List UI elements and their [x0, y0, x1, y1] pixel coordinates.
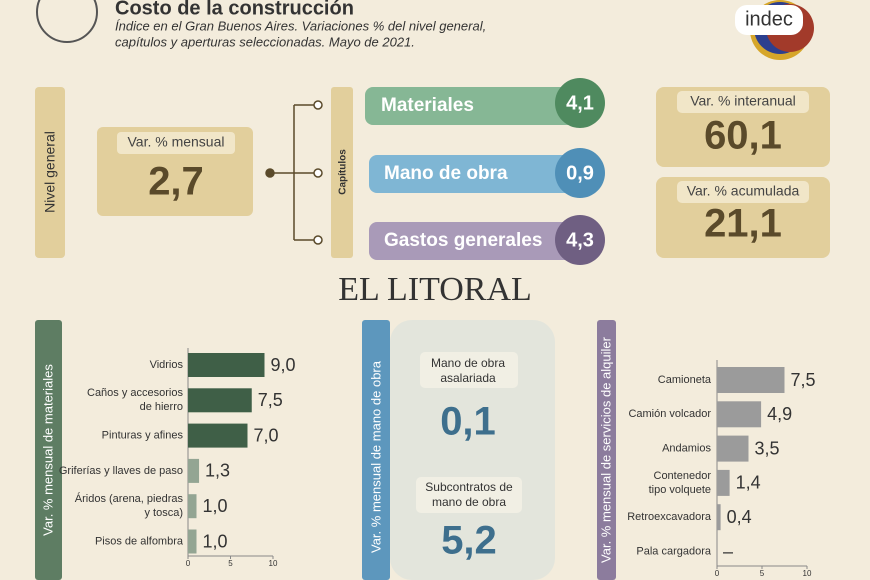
category-label: y tosca) [144, 507, 183, 519]
x-tick-label: 10 [269, 559, 278, 568]
chapter-value: 4,3 [566, 229, 594, 251]
value-label: 1,0 [203, 496, 228, 516]
item-value: 0,1 [440, 400, 496, 444]
strip [597, 320, 616, 580]
chapter-name: Gastos generales [384, 230, 542, 251]
box-value: 2,7 [148, 160, 204, 204]
chapter-name: Mano de obra [384, 163, 508, 184]
label-bg [420, 352, 518, 388]
bar [188, 388, 252, 413]
item-name: Mano de obra [431, 356, 505, 370]
item-name: asalariada [440, 371, 496, 385]
category-label: Camioneta [658, 374, 712, 386]
value-label: 0,4 [727, 507, 752, 527]
category-label: Pisos de alfombra [95, 535, 184, 547]
category-label: de hierro [140, 401, 183, 413]
value-label: 7,5 [791, 370, 816, 390]
connector [265, 100, 323, 245]
title: Costo de la construcción [115, 0, 354, 19]
category-label: Contenedor [654, 470, 712, 482]
value-label: – [723, 541, 733, 561]
strip-label: Nivel general [42, 131, 58, 213]
item-value: 5,2 [441, 519, 497, 563]
value-label: 1,3 [205, 461, 230, 481]
strip-label: Var. % mensual de servicios de alquiler [598, 336, 613, 563]
x-tick-label: 0 [715, 569, 720, 578]
bar [717, 401, 762, 428]
box-label: Var. % mensual [127, 134, 224, 150]
value-label: 9,0 [271, 355, 296, 375]
strip-label: Capítulos [338, 149, 349, 195]
strip [362, 320, 390, 580]
icon [36, 0, 98, 43]
category-label: Griferías y llaves de paso [59, 465, 183, 477]
logo: indec [735, 0, 814, 60]
item-name: Subcontratos de [425, 480, 513, 494]
subtitle: Índice en el Gran Buenos Aires. Variacio… [115, 18, 486, 33]
category-label: Camión volcador [628, 408, 711, 420]
box-value: 21,1 [704, 202, 782, 246]
watermark: EL LITORAL [338, 271, 532, 308]
value-label: 4,9 [767, 404, 792, 424]
category-label: Pala cargadora [636, 545, 711, 557]
x-tick-label: 0 [186, 559, 191, 568]
label-bg [416, 477, 522, 513]
bar [188, 494, 197, 519]
bar [717, 504, 721, 531]
logo-text: indec [745, 8, 793, 30]
bar [188, 423, 248, 448]
value-label: 3,5 [755, 438, 780, 458]
x-tick-label: 5 [228, 559, 233, 568]
box-label-bg [677, 91, 809, 113]
category-label: tipo volquete [649, 484, 711, 496]
strip [35, 320, 62, 580]
box-label: Var. % acumulada [687, 183, 800, 199]
strip-label: Var. % mensual de mano de obra [368, 360, 383, 553]
bar [717, 435, 749, 462]
chapters: Materiales 4,1 Mano de obra 0,9 Gastos g… [365, 78, 605, 265]
box-label-bg [117, 132, 235, 154]
value-label: 7,5 [258, 390, 283, 410]
strip-label: Var. % mensual de materiales [40, 364, 55, 536]
value-label: 1,0 [203, 531, 228, 551]
category-label: Caños y accesorios [87, 387, 183, 399]
value-label: 7,0 [254, 425, 279, 445]
bar [188, 458, 200, 483]
category-label: Vidrios [150, 359, 184, 371]
category-label: Retroexcavadora [627, 511, 712, 523]
x-tick-label: 5 [760, 569, 765, 578]
category-label: Pinturas y afines [102, 430, 184, 442]
strip [331, 87, 353, 258]
bar [188, 529, 197, 554]
chapter-value: 0,9 [566, 162, 594, 184]
box-label: Var. % interanual [690, 93, 796, 109]
bar [717, 367, 785, 393]
strip [35, 87, 65, 258]
chapter-value: 4,1 [566, 92, 594, 114]
item-name: mano de obra [432, 495, 506, 509]
bar [188, 353, 265, 377]
category-label: Andamios [662, 443, 711, 455]
subtitle: capítulos y aperturas seleccionadas. May… [115, 34, 415, 49]
category-label: Áridos (arena, piedras [75, 492, 184, 505]
box-label-bg [677, 181, 809, 203]
value-label: 1,4 [736, 473, 761, 493]
x-tick-label: 10 [803, 569, 812, 578]
bar [717, 469, 730, 496]
chapter-name: Materiales [381, 95, 474, 116]
box-value: 60,1 [704, 114, 782, 158]
